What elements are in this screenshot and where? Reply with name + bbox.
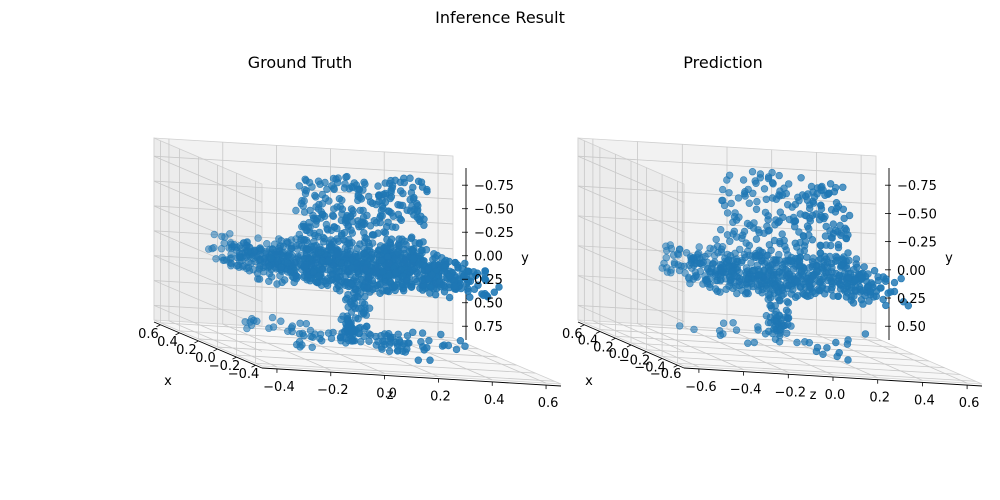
z-tick-label: 0.4 bbox=[484, 393, 505, 408]
z-tick-label: 0.6 bbox=[959, 396, 980, 411]
scatter-points bbox=[658, 168, 912, 364]
z-tick-label: −0.2 bbox=[317, 383, 349, 398]
z-tick-label: −0.2 bbox=[775, 385, 807, 400]
y-tick-label: 0.00 bbox=[897, 264, 926, 279]
z-tick-label: 0.0 bbox=[376, 386, 397, 401]
y-tick-label: 0.25 bbox=[897, 292, 926, 307]
y-axis-label: y bbox=[521, 251, 529, 266]
z-tick-label: 0.4 bbox=[914, 393, 935, 408]
x-axis-line bbox=[153, 321, 263, 369]
subplot-title: Prediction bbox=[683, 53, 762, 72]
y-axis-label: y bbox=[945, 251, 953, 266]
x-tick-label: −0.2 bbox=[619, 354, 651, 369]
x-tick-label: 0.0 bbox=[609, 347, 630, 362]
y-tick-label: −0.50 bbox=[474, 203, 514, 218]
x-axis-label: x bbox=[164, 374, 172, 389]
x-tick-label: 0.4 bbox=[157, 335, 178, 350]
x-tick-label: 0.6 bbox=[562, 327, 583, 342]
z-axis-label: z bbox=[387, 388, 394, 403]
z-axis-label: z bbox=[810, 388, 817, 403]
z-tick-label: −0.4 bbox=[730, 383, 762, 398]
y-tick-label: −0.75 bbox=[474, 179, 514, 194]
y-tick-label: −0.50 bbox=[897, 207, 937, 222]
x-tick-label: 0.4 bbox=[578, 334, 599, 349]
y-tick-label: 0.25 bbox=[474, 273, 503, 288]
x-tick-label: 0.2 bbox=[593, 340, 614, 355]
y-tick-label: 0.00 bbox=[474, 250, 503, 265]
figure-title: Inference Result bbox=[435, 8, 565, 27]
z-tick-label: 0.6 bbox=[538, 396, 559, 411]
z-tick-label: 0.2 bbox=[430, 390, 451, 405]
y-tick-label: 0.50 bbox=[474, 297, 503, 312]
x-tick-label: −0.4 bbox=[634, 360, 666, 375]
ground-truth-panel: 0.60.40.20.0−0.2−0.4−0.4 −0.2 0.0 0.2 0.4 0.6… bbox=[138, 53, 562, 411]
y-tick-label: 0.50 bbox=[897, 320, 926, 335]
z-tick-label: 0.2 bbox=[869, 391, 890, 406]
x-axis-label: x bbox=[585, 374, 593, 389]
x-tick-label: 0.2 bbox=[176, 343, 197, 358]
z-tick-label: −0.6 bbox=[685, 380, 717, 395]
z-tick-label: −0.4 bbox=[263, 380, 295, 395]
y-tick-label: −0.75 bbox=[897, 179, 937, 194]
z-tick-label: 0.0 bbox=[825, 388, 846, 403]
y-tick-label: −0.25 bbox=[897, 236, 937, 251]
x-tick-label: 0.0 bbox=[195, 351, 216, 366]
z-axis-line bbox=[261, 367, 562, 387]
y-tick-label: −0.25 bbox=[474, 226, 514, 241]
scatter-points bbox=[205, 172, 503, 364]
y-tick-label: 0.75 bbox=[474, 320, 503, 335]
prediction-panel: 0.60.40.20.0−0.2−0.4−0.6−0.6 −0.4 −0.2 0.0 0… bbox=[562, 53, 983, 411]
x-tick-label: −0.4 bbox=[228, 367, 260, 382]
x-tick-label: −0.2 bbox=[209, 359, 241, 374]
x-tick-label: −0.6 bbox=[650, 367, 682, 382]
x-tick-label: 0.6 bbox=[138, 327, 159, 342]
subplot-title: Ground Truth bbox=[248, 53, 353, 72]
